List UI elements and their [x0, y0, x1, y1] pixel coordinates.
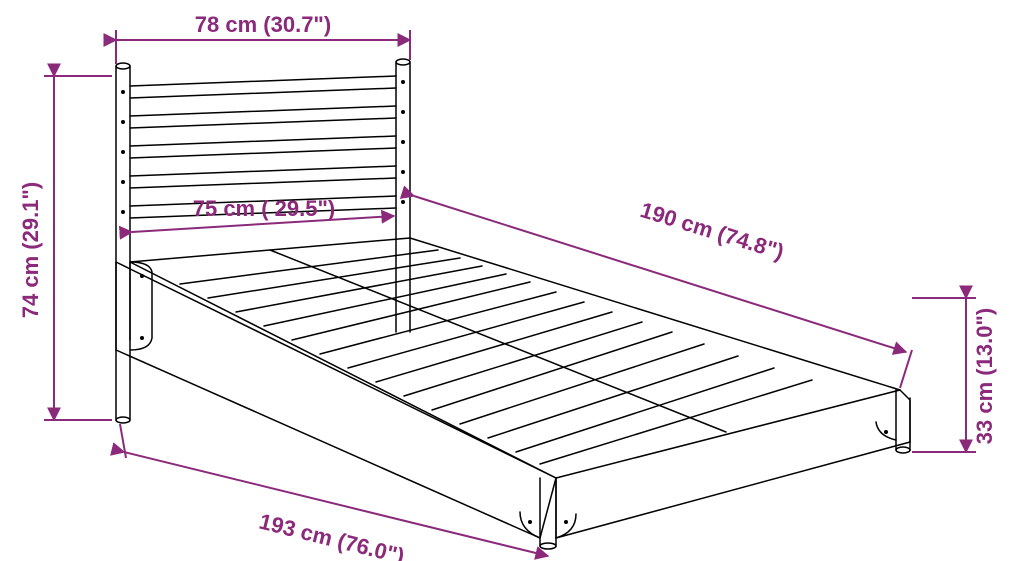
bed-dimension-diagram: 78 cm (30.7") 75 cm ( 29.5") 190 cm (74.… [0, 0, 1020, 561]
dim-foot-height: 33 cm (13.0") [972, 308, 997, 444]
dim-length-top: 190 cm (74.8") [637, 197, 786, 264]
dim-height: 74 cm (29.1") [18, 182, 43, 318]
bed-linework [116, 59, 910, 549]
dim-headboard-width: 78 cm (30.7") [195, 12, 331, 37]
dimension-lines [44, 30, 976, 556]
dim-inner-width: 75 cm ( 29.5") [193, 196, 336, 221]
